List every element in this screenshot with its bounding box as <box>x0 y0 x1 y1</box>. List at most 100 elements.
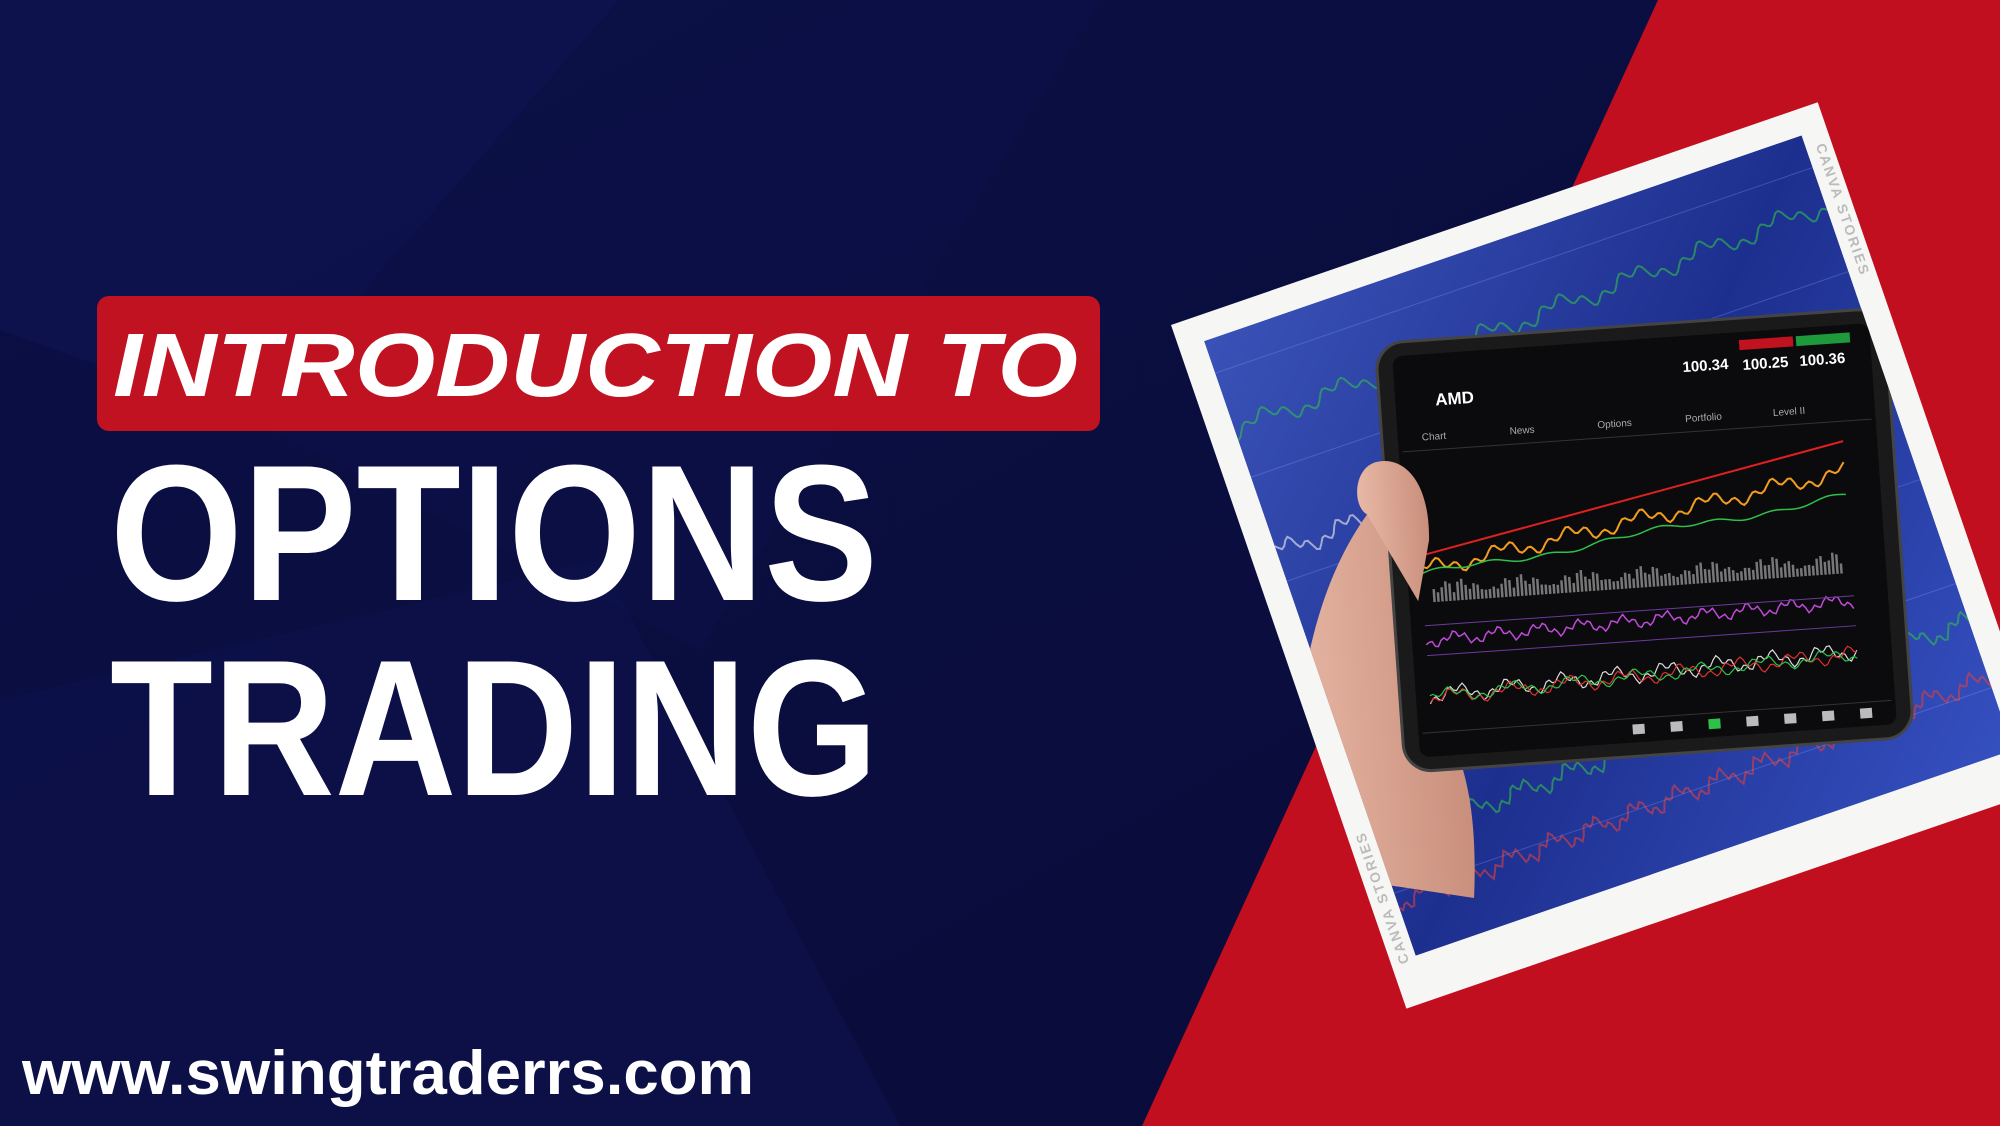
tab: Level II <box>1773 406 1806 419</box>
volume-bar <box>1727 566 1732 582</box>
bg-shape <box>0 560 900 1126</box>
price: 100.25 <box>1742 354 1789 374</box>
volume-bar <box>1583 576 1588 592</box>
volume-bar <box>1567 576 1572 593</box>
volume-bar <box>1443 581 1448 602</box>
volume-bar <box>1667 572 1672 586</box>
volume-bar <box>1579 569 1584 592</box>
volume-bar <box>1535 578 1540 595</box>
volume-bar <box>1531 577 1536 596</box>
volume-bar <box>1811 565 1815 576</box>
volume-bar <box>1755 561 1760 580</box>
volume-bar <box>1455 581 1460 601</box>
volume-bar <box>1655 568 1660 587</box>
price: 100.36 <box>1799 350 1846 370</box>
volume-bar <box>1464 584 1468 600</box>
headline: TRADING <box>110 620 878 837</box>
volume-bar <box>1524 580 1528 596</box>
volume-bar <box>1639 566 1644 588</box>
volume-bar <box>1544 584 1548 595</box>
volume-bar <box>1556 584 1560 594</box>
volume-bar <box>1588 578 1592 592</box>
divider <box>1422 699 1892 734</box>
volume-bar <box>1699 562 1704 584</box>
volume-bar <box>1692 574 1696 584</box>
volume-bar <box>1791 564 1795 578</box>
volume-bar <box>1783 563 1787 578</box>
bg-chart-line <box>1237 207 1829 441</box>
volume-bar <box>1827 560 1831 575</box>
volume-bar <box>1751 569 1756 580</box>
screen-charts <box>1419 440 1873 735</box>
price: 100.34 <box>1682 356 1730 376</box>
volume-bar <box>1683 570 1688 585</box>
sell-box <box>1738 336 1794 351</box>
volume-bar <box>1563 575 1568 593</box>
volume-bar <box>1515 577 1520 597</box>
volume-bar <box>1719 571 1724 583</box>
volume-bar <box>1787 561 1791 578</box>
volume-bar <box>1572 582 1576 593</box>
volume-bar <box>1432 588 1436 603</box>
banner <box>97 296 1100 431</box>
nav-icon <box>1783 713 1797 724</box>
volume-bar <box>1472 583 1476 600</box>
volume-bar <box>1736 572 1740 581</box>
volume-bar <box>1591 572 1596 591</box>
nav-icon <box>1670 721 1683 732</box>
volume-bar <box>1660 575 1664 587</box>
volume-bar <box>1548 585 1552 595</box>
rsi-band <box>1427 625 1857 657</box>
volume-bar <box>1595 573 1600 591</box>
nav-icon <box>1859 707 1873 719</box>
volume-bar <box>1663 573 1668 586</box>
volume-bar <box>1795 568 1799 577</box>
nav-icon <box>1821 710 1835 722</box>
volume-bar <box>1552 583 1556 594</box>
volume-bar <box>1604 579 1608 591</box>
volume-bar <box>1830 552 1835 575</box>
volume-bar <box>1620 577 1624 589</box>
volume-bar <box>1767 564 1772 579</box>
volume-bar <box>1743 567 1748 581</box>
volume-bar <box>1651 566 1656 587</box>
tablet-screen <box>1392 323 1897 757</box>
volume-bar <box>1839 563 1843 574</box>
volume-bar <box>1739 571 1744 581</box>
volume-bar <box>1815 558 1819 576</box>
volume-bar <box>1647 574 1652 588</box>
volume-bar <box>1779 567 1783 578</box>
rsi-band <box>1424 595 1854 627</box>
volume-bar <box>1512 587 1516 597</box>
volume-bar <box>1643 572 1648 588</box>
macd-line <box>1429 645 1858 705</box>
volume-bar <box>1731 570 1736 582</box>
volume-bar <box>1476 584 1480 600</box>
banner-text: INTRODUCTION TO <box>113 316 1078 416</box>
volume-bar <box>1492 586 1496 598</box>
tabs: Chart News Options Portfolio Level II <box>1421 406 1805 444</box>
volume-bar <box>1528 583 1532 596</box>
volume-bar <box>1519 574 1524 596</box>
volume-bar <box>1807 564 1811 576</box>
volume-bar <box>1452 592 1456 601</box>
volume-bar <box>1440 587 1444 602</box>
volume-bar <box>1484 589 1488 599</box>
macd-line <box>1429 650 1858 700</box>
volume-bar <box>1503 578 1508 598</box>
volume-bar <box>1480 589 1484 599</box>
volume-bar <box>1627 573 1632 589</box>
volume-bar <box>1468 588 1472 600</box>
ma-line <box>1421 493 1846 575</box>
volume-bar <box>1763 565 1768 579</box>
volume-bar <box>1834 554 1839 574</box>
trend-line <box>1419 440 1844 557</box>
nav-icon <box>1708 718 1721 730</box>
nav-icon <box>1746 715 1759 727</box>
volume-bar <box>1695 565 1700 584</box>
volume-bar <box>1679 574 1684 585</box>
volume-bar <box>1723 568 1728 582</box>
ticker: AMD <box>1435 388 1475 410</box>
nav-icon <box>1632 723 1646 735</box>
